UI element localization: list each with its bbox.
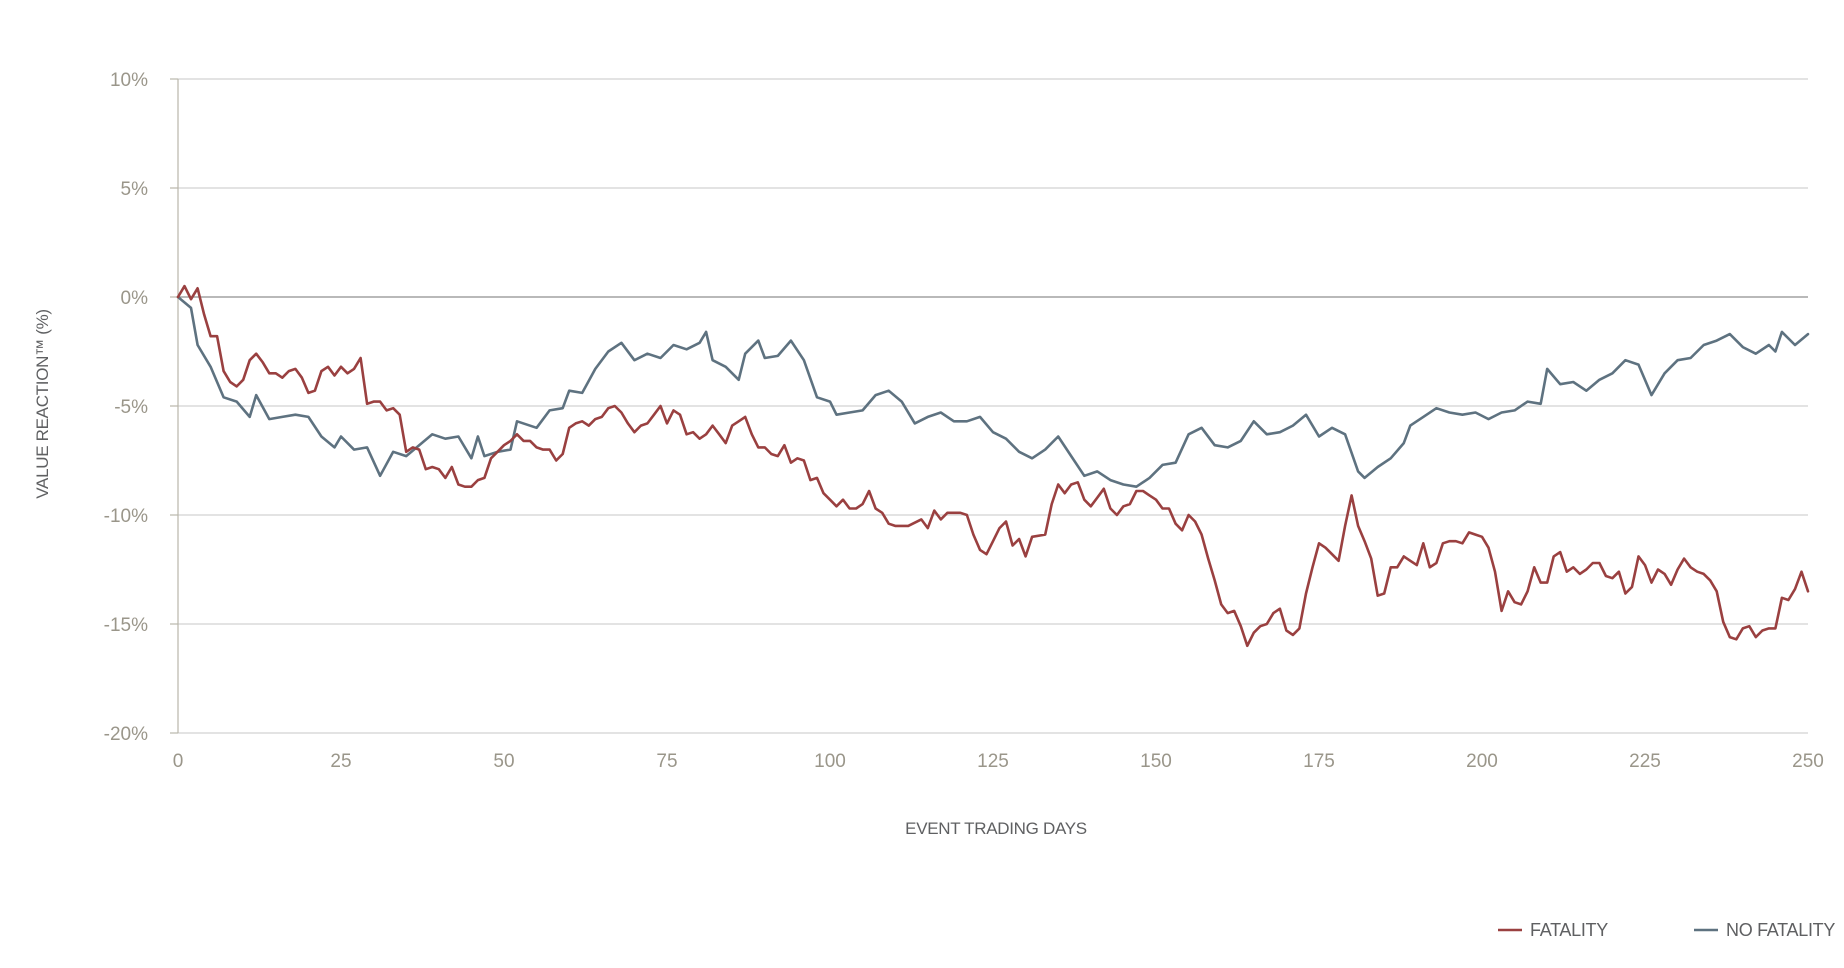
legend-label: NO FATALITY: [1726, 920, 1835, 940]
horizontal-gridlines: [178, 78, 1808, 734]
y-tick-label: -15%: [104, 615, 148, 636]
y-tick-label: -10%: [104, 506, 148, 527]
y-tick-label: 0%: [121, 288, 149, 309]
x-tick-label: 150: [1140, 751, 1172, 772]
y-tick-label: -5%: [114, 397, 148, 418]
x-tick-label: 0: [173, 751, 184, 772]
y-axis-title: VALUE REACTION™ (%): [33, 309, 52, 499]
series-line-no-fatality: [176, 295, 1810, 488]
legend: FATALITY NO FATALITY: [1498, 920, 1836, 940]
y-tick-label: -20%: [104, 724, 148, 745]
x-tick-label: 50: [493, 751, 514, 772]
x-tick-label: 200: [1466, 751, 1498, 772]
legend-label: FATALITY: [1530, 920, 1608, 940]
x-tick-label: 225: [1629, 751, 1661, 772]
x-tick-label: 100: [814, 751, 846, 772]
x-axis-ticks: 0 25 50 75 100 125 150 175 200 225 250: [173, 751, 1824, 772]
series-line-fatality: [176, 284, 1810, 648]
legend-item: FATALITY: [1498, 920, 1609, 940]
x-tick-label: 25: [330, 751, 351, 772]
x-tick-label: 175: [1303, 751, 1335, 772]
x-tick-label: 250: [1792, 751, 1824, 772]
legend-item: NO FATALITY: [1694, 920, 1836, 940]
series-lines: [176, 284, 1810, 648]
x-tick-label: 125: [977, 751, 1009, 772]
x-axis-title: EVENT TRADING DAYS: [905, 819, 1087, 838]
y-tick-label: 5%: [121, 179, 149, 200]
y-tick-label: 10%: [110, 70, 148, 91]
x-tick-label: 75: [656, 751, 677, 772]
y-axis-ticks: 10% 5% 0% -5% -10% -15% -20%: [104, 70, 178, 745]
